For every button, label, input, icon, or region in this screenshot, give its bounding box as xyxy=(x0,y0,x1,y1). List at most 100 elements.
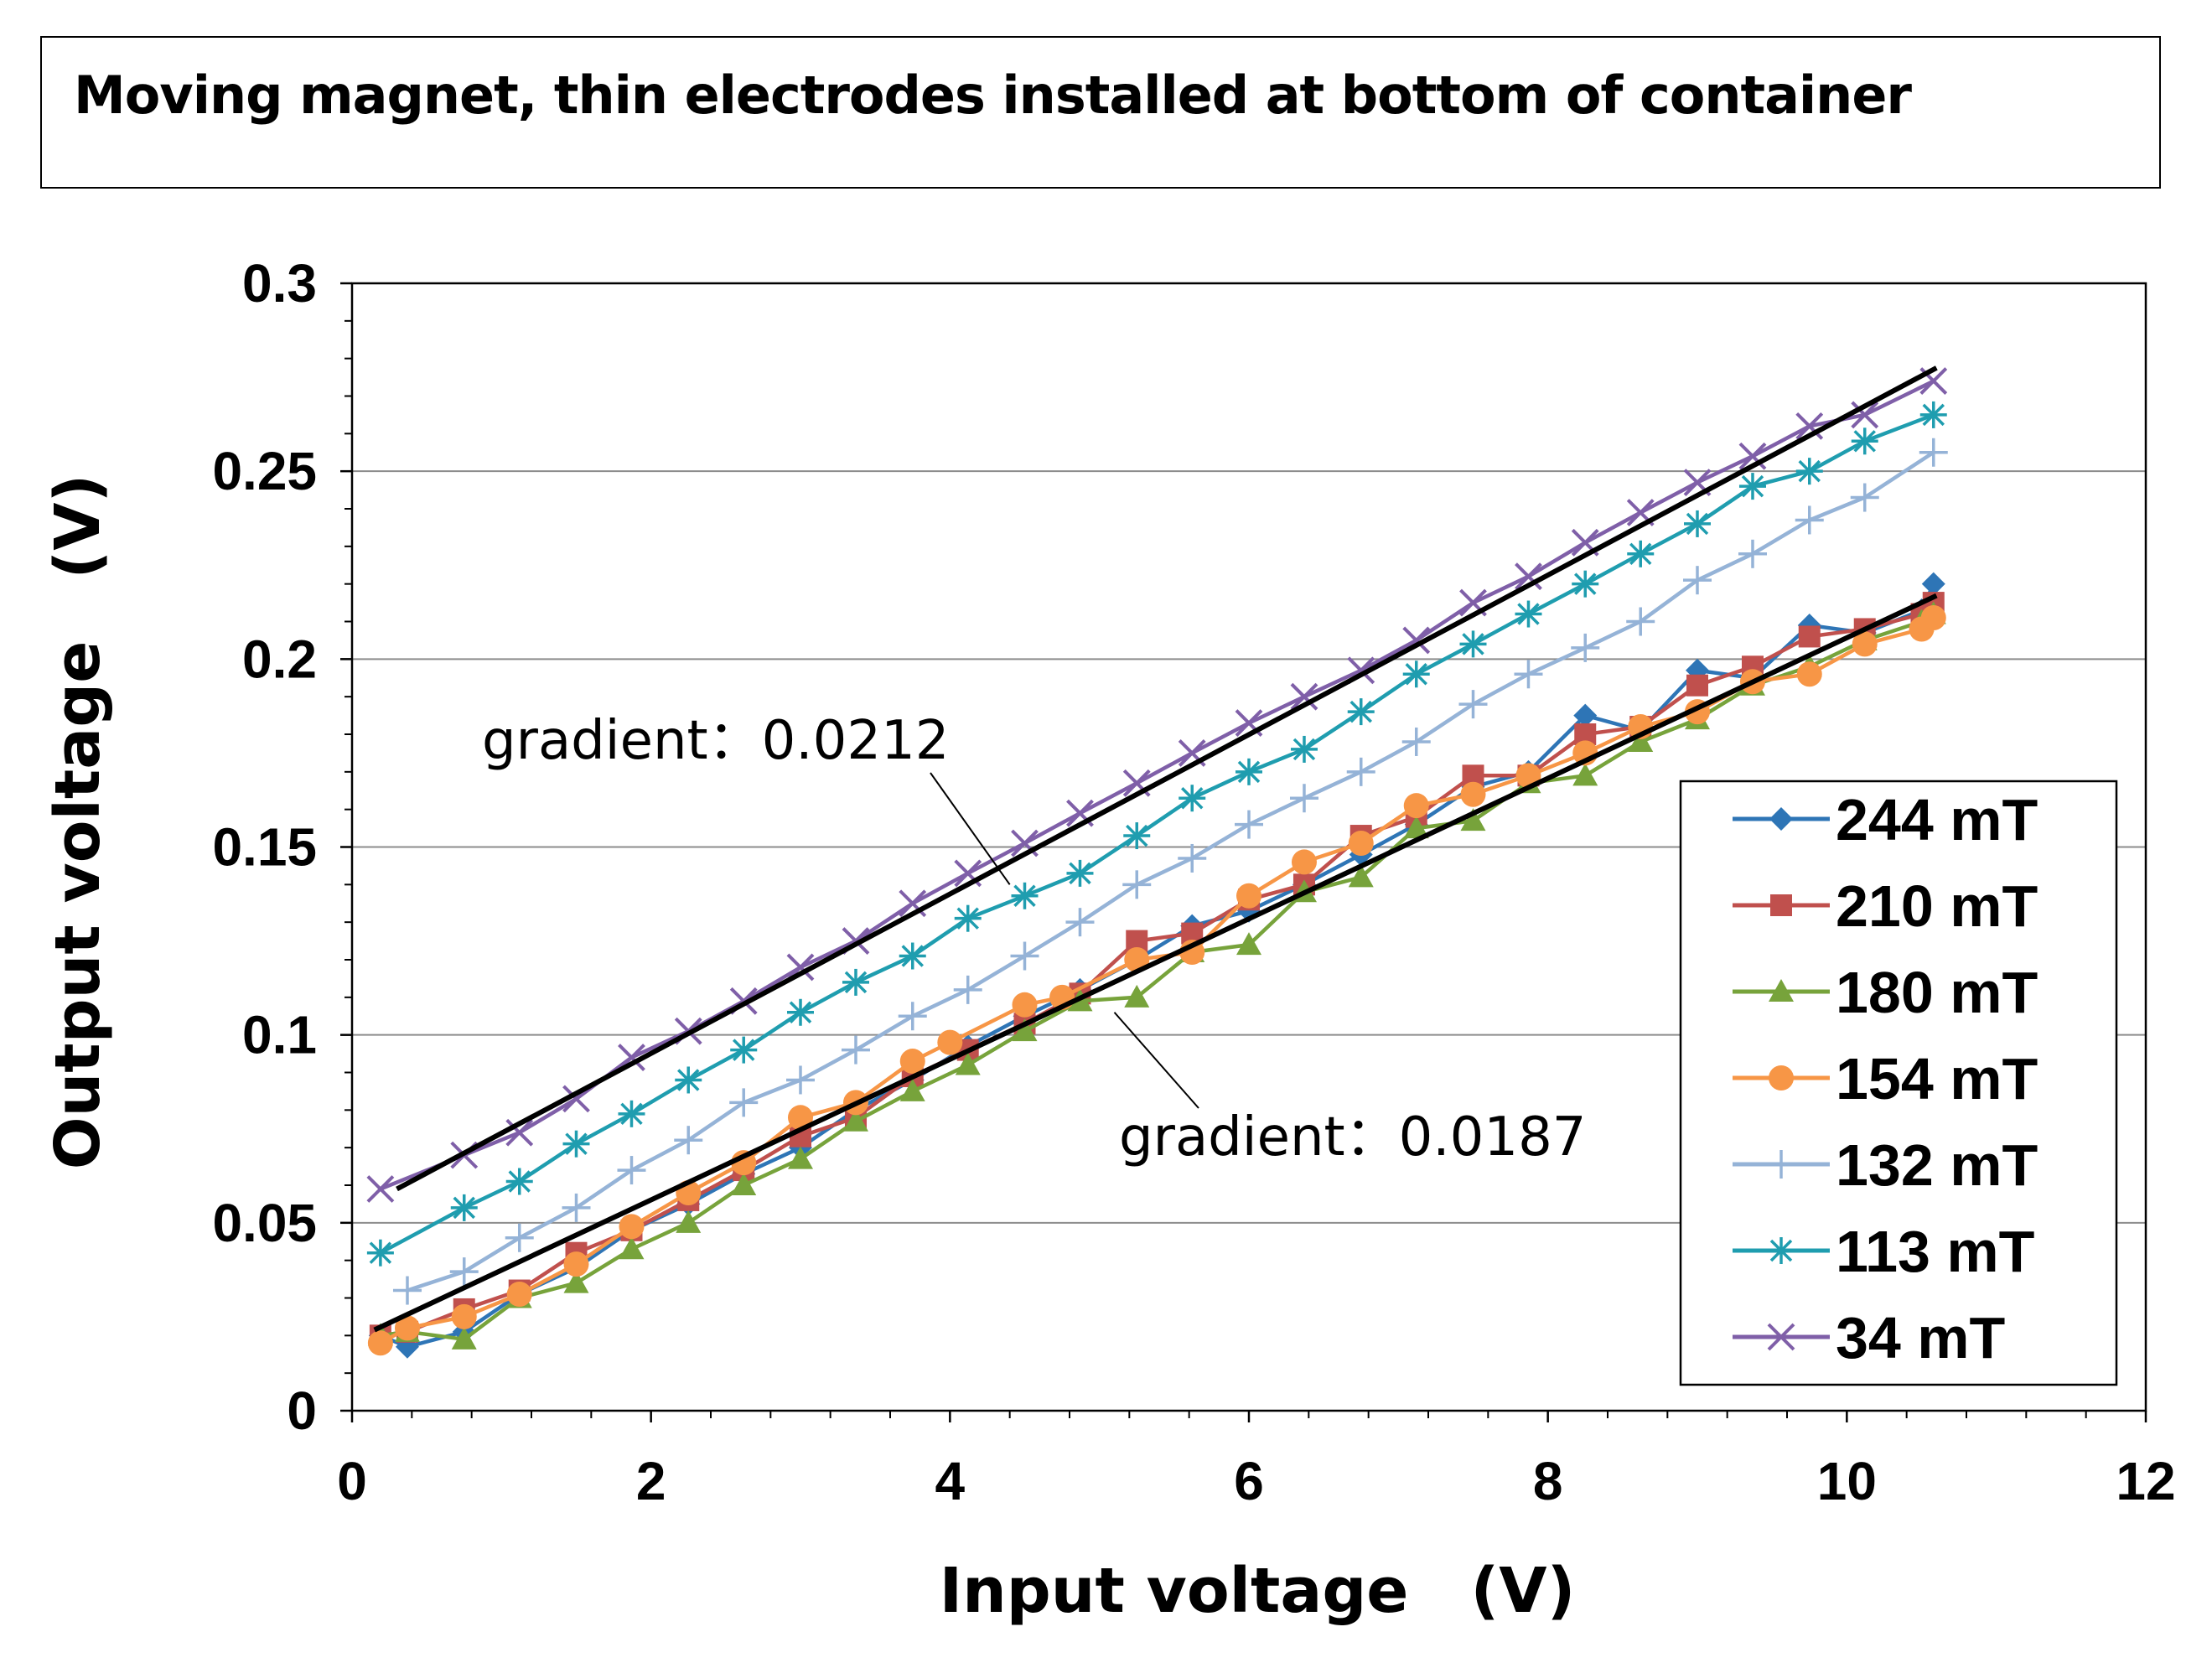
data-point xyxy=(954,904,982,932)
data-point xyxy=(505,1223,534,1252)
data-point xyxy=(562,1130,590,1158)
data-point xyxy=(1290,682,1318,711)
data-point xyxy=(1123,822,1151,850)
data-point xyxy=(1796,661,1822,687)
data-point xyxy=(1065,908,1095,937)
data-point xyxy=(1572,763,1598,786)
legend-entry: 180 mT xyxy=(1733,960,2038,1025)
data-point xyxy=(1236,932,1261,956)
data-point xyxy=(451,1326,477,1350)
data-point xyxy=(1515,562,1542,591)
data-point xyxy=(1012,1018,1038,1042)
legend-label: 210 mT xyxy=(1836,873,2038,939)
data-point xyxy=(842,1108,868,1132)
data-point xyxy=(841,1035,870,1065)
data-point xyxy=(506,1282,532,1308)
data-point xyxy=(1011,882,1039,909)
data-point xyxy=(1514,660,1543,689)
data-point xyxy=(1403,793,1429,819)
data-point xyxy=(1124,984,1150,1008)
data-point xyxy=(451,1303,477,1329)
data-point xyxy=(955,1052,981,1075)
data-point xyxy=(1458,690,1488,719)
data-point xyxy=(674,1126,703,1155)
data-point xyxy=(1402,661,1430,688)
data-point xyxy=(1403,816,1429,839)
legend-label: 113 mT xyxy=(1836,1219,2034,1284)
x-tick-label: 4 xyxy=(935,1451,966,1511)
data-point xyxy=(563,1270,589,1293)
data-point xyxy=(1919,438,1948,467)
data-point xyxy=(394,1315,420,1341)
legend-entry: 210 mT xyxy=(1733,873,2038,939)
data-point xyxy=(1289,784,1318,813)
x-tick-label: 8 xyxy=(1533,1451,1563,1511)
legend: 244 mT 210 mT 180 mT 154 mT 132 mT 113 mT 34 m… xyxy=(1679,780,2118,1386)
legend-marker xyxy=(1768,1237,1795,1264)
data-point xyxy=(366,1175,395,1203)
legend-marker xyxy=(1767,1323,1795,1351)
data-point xyxy=(1626,607,1655,636)
annotation-fit-lower: gradient：0.0187 xyxy=(1119,1106,1587,1168)
data-point xyxy=(899,1049,925,1075)
data-point xyxy=(1851,401,1879,429)
axes: 0 0.05 0.1 0.15 0.2 0.25 0.3 0 2 4 6 8 10 12 Input vol… xyxy=(42,253,2176,1627)
data-point xyxy=(1572,570,1599,598)
data-point xyxy=(1795,505,1824,535)
x-tick-label: 0 xyxy=(337,1451,367,1511)
series-line xyxy=(380,379,1935,1191)
legend-entry: 154 mT xyxy=(1733,1046,2038,1111)
data-point xyxy=(731,1173,757,1195)
annotation-fit-upper: gradient：0.0212 xyxy=(482,710,950,772)
legend-marker xyxy=(1769,1065,1794,1091)
data-point xyxy=(1348,864,1374,888)
data-point xyxy=(786,1065,815,1095)
data-point xyxy=(676,1210,702,1233)
data-point xyxy=(1460,808,1486,832)
data-point xyxy=(842,968,869,996)
data-point xyxy=(1236,758,1262,785)
data-point xyxy=(1738,442,1767,470)
y-tick-label: 0.2 xyxy=(242,629,317,689)
fit-lower-line xyxy=(373,593,1938,1333)
data-point xyxy=(392,1276,422,1305)
data-point xyxy=(1573,703,1598,728)
series-line xyxy=(407,450,1935,1293)
data-point xyxy=(1628,728,1654,752)
data-point xyxy=(1010,941,1039,971)
data-point xyxy=(1066,859,1094,887)
data-point xyxy=(449,1257,479,1287)
data-point xyxy=(1798,625,1821,648)
data-point xyxy=(731,1150,757,1176)
data-point xyxy=(953,975,982,1004)
data-point xyxy=(1179,785,1206,812)
y-tick-label: 0.15 xyxy=(212,817,317,878)
y-tick-label: 0.05 xyxy=(212,1193,317,1253)
data-point xyxy=(1459,630,1487,658)
x-tick-label: 2 xyxy=(636,1451,666,1511)
data-point xyxy=(730,1036,758,1064)
data-point xyxy=(366,1239,394,1267)
data-point xyxy=(505,1118,534,1147)
data-point xyxy=(1401,727,1431,756)
legend-label: 34 mT xyxy=(1836,1305,2005,1370)
data-point xyxy=(1850,483,1879,512)
data-point xyxy=(1348,831,1374,857)
data-point xyxy=(1236,883,1261,909)
data-point xyxy=(619,1236,645,1260)
data-point xyxy=(1515,600,1542,628)
legend-marker xyxy=(1767,1150,1795,1179)
data-point xyxy=(1178,843,1207,873)
data-point xyxy=(1686,674,1708,697)
data-point xyxy=(1235,810,1263,839)
legend-label: 244 mT xyxy=(1836,787,2038,852)
annotations: gradient：0.0212 gradient：0.0187 xyxy=(482,710,1587,1168)
data-point xyxy=(1012,992,1038,1018)
data-point xyxy=(788,1105,813,1131)
data-point xyxy=(787,998,814,1026)
y-tick-label: 0 xyxy=(287,1381,317,1441)
x-axis-title: Input voltage (V) xyxy=(940,1555,1576,1627)
data-point xyxy=(1571,633,1600,662)
legend-box xyxy=(1679,780,2118,1386)
